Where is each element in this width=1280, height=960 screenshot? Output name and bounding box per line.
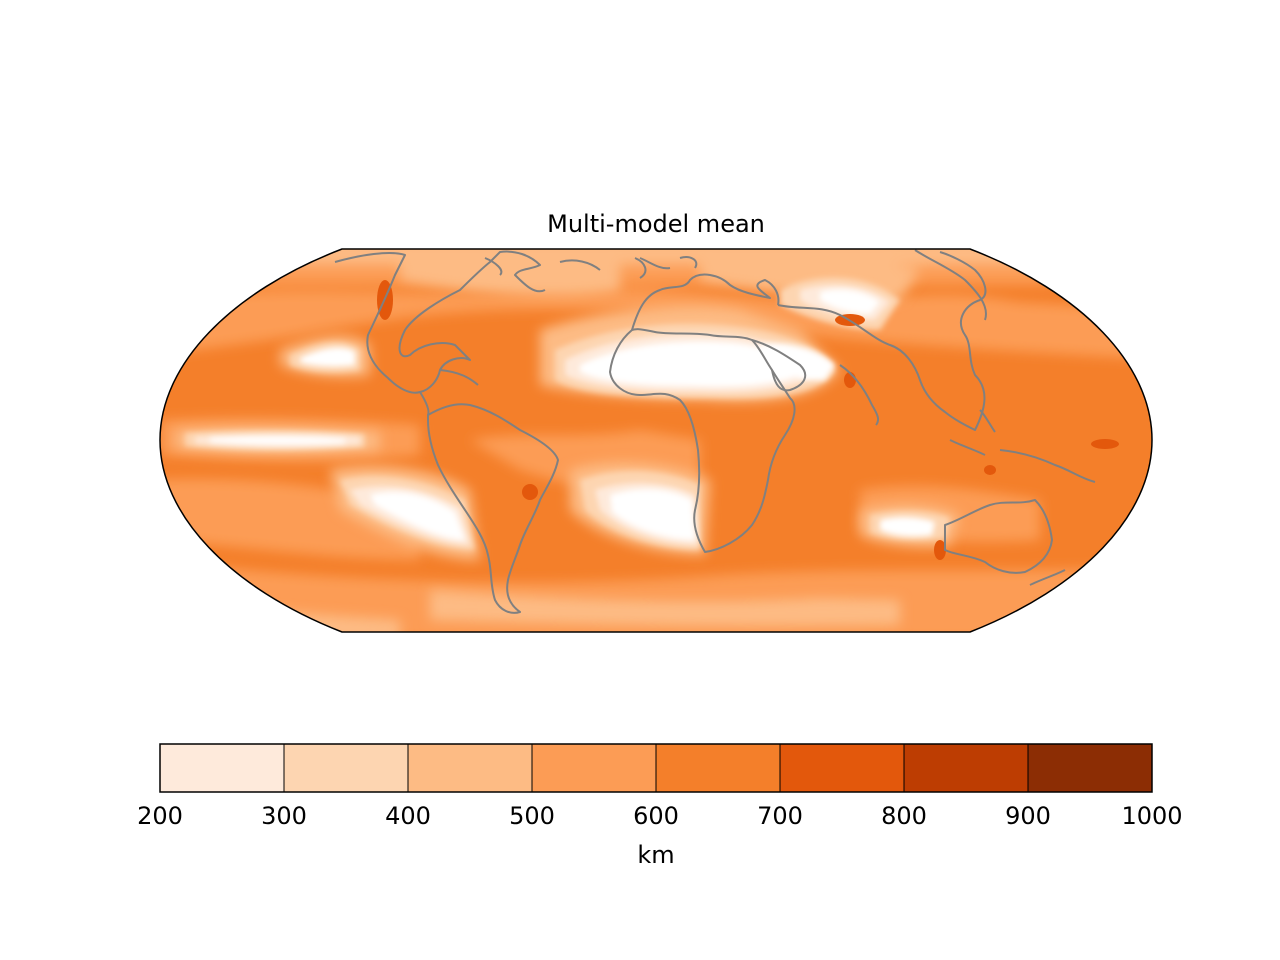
colorbar-tick-label: 700 [757, 802, 803, 830]
colorbar-segment [655, 743, 781, 793]
colorbar-tick-label: 200 [137, 802, 183, 830]
map-outline [159, 248, 1153, 633]
colorbar-tick-label: 900 [1005, 802, 1051, 830]
colorbar: 200 300 400 500 600 700 800 900 1000 [137, 743, 1183, 830]
map-title: Multi-model mean [547, 210, 765, 238]
band-below-200 [210, 289, 935, 540]
map-field [160, 249, 1152, 632]
colorbar-tick-label: 1000 [1121, 802, 1182, 830]
colorbar-segment [1027, 743, 1153, 793]
colorbar-tick-label: 500 [509, 802, 555, 830]
colorbar-tick-label: 800 [881, 802, 927, 830]
colorbar-segment [407, 743, 533, 793]
colorbar-segment [283, 743, 409, 793]
colorbar-outline [159, 743, 1153, 793]
colorbar-tick-label: 300 [261, 802, 307, 830]
colorbar-label: km [637, 841, 674, 869]
colorbar-segment [159, 743, 285, 793]
colorbar-tick-label: 400 [385, 802, 431, 830]
coastlines [334, 249, 1096, 614]
colorbar-segment [779, 743, 905, 793]
colorbar-segment [903, 743, 1029, 793]
colorbar-segment [531, 743, 657, 793]
colorbar-tick-label: 600 [633, 802, 679, 830]
